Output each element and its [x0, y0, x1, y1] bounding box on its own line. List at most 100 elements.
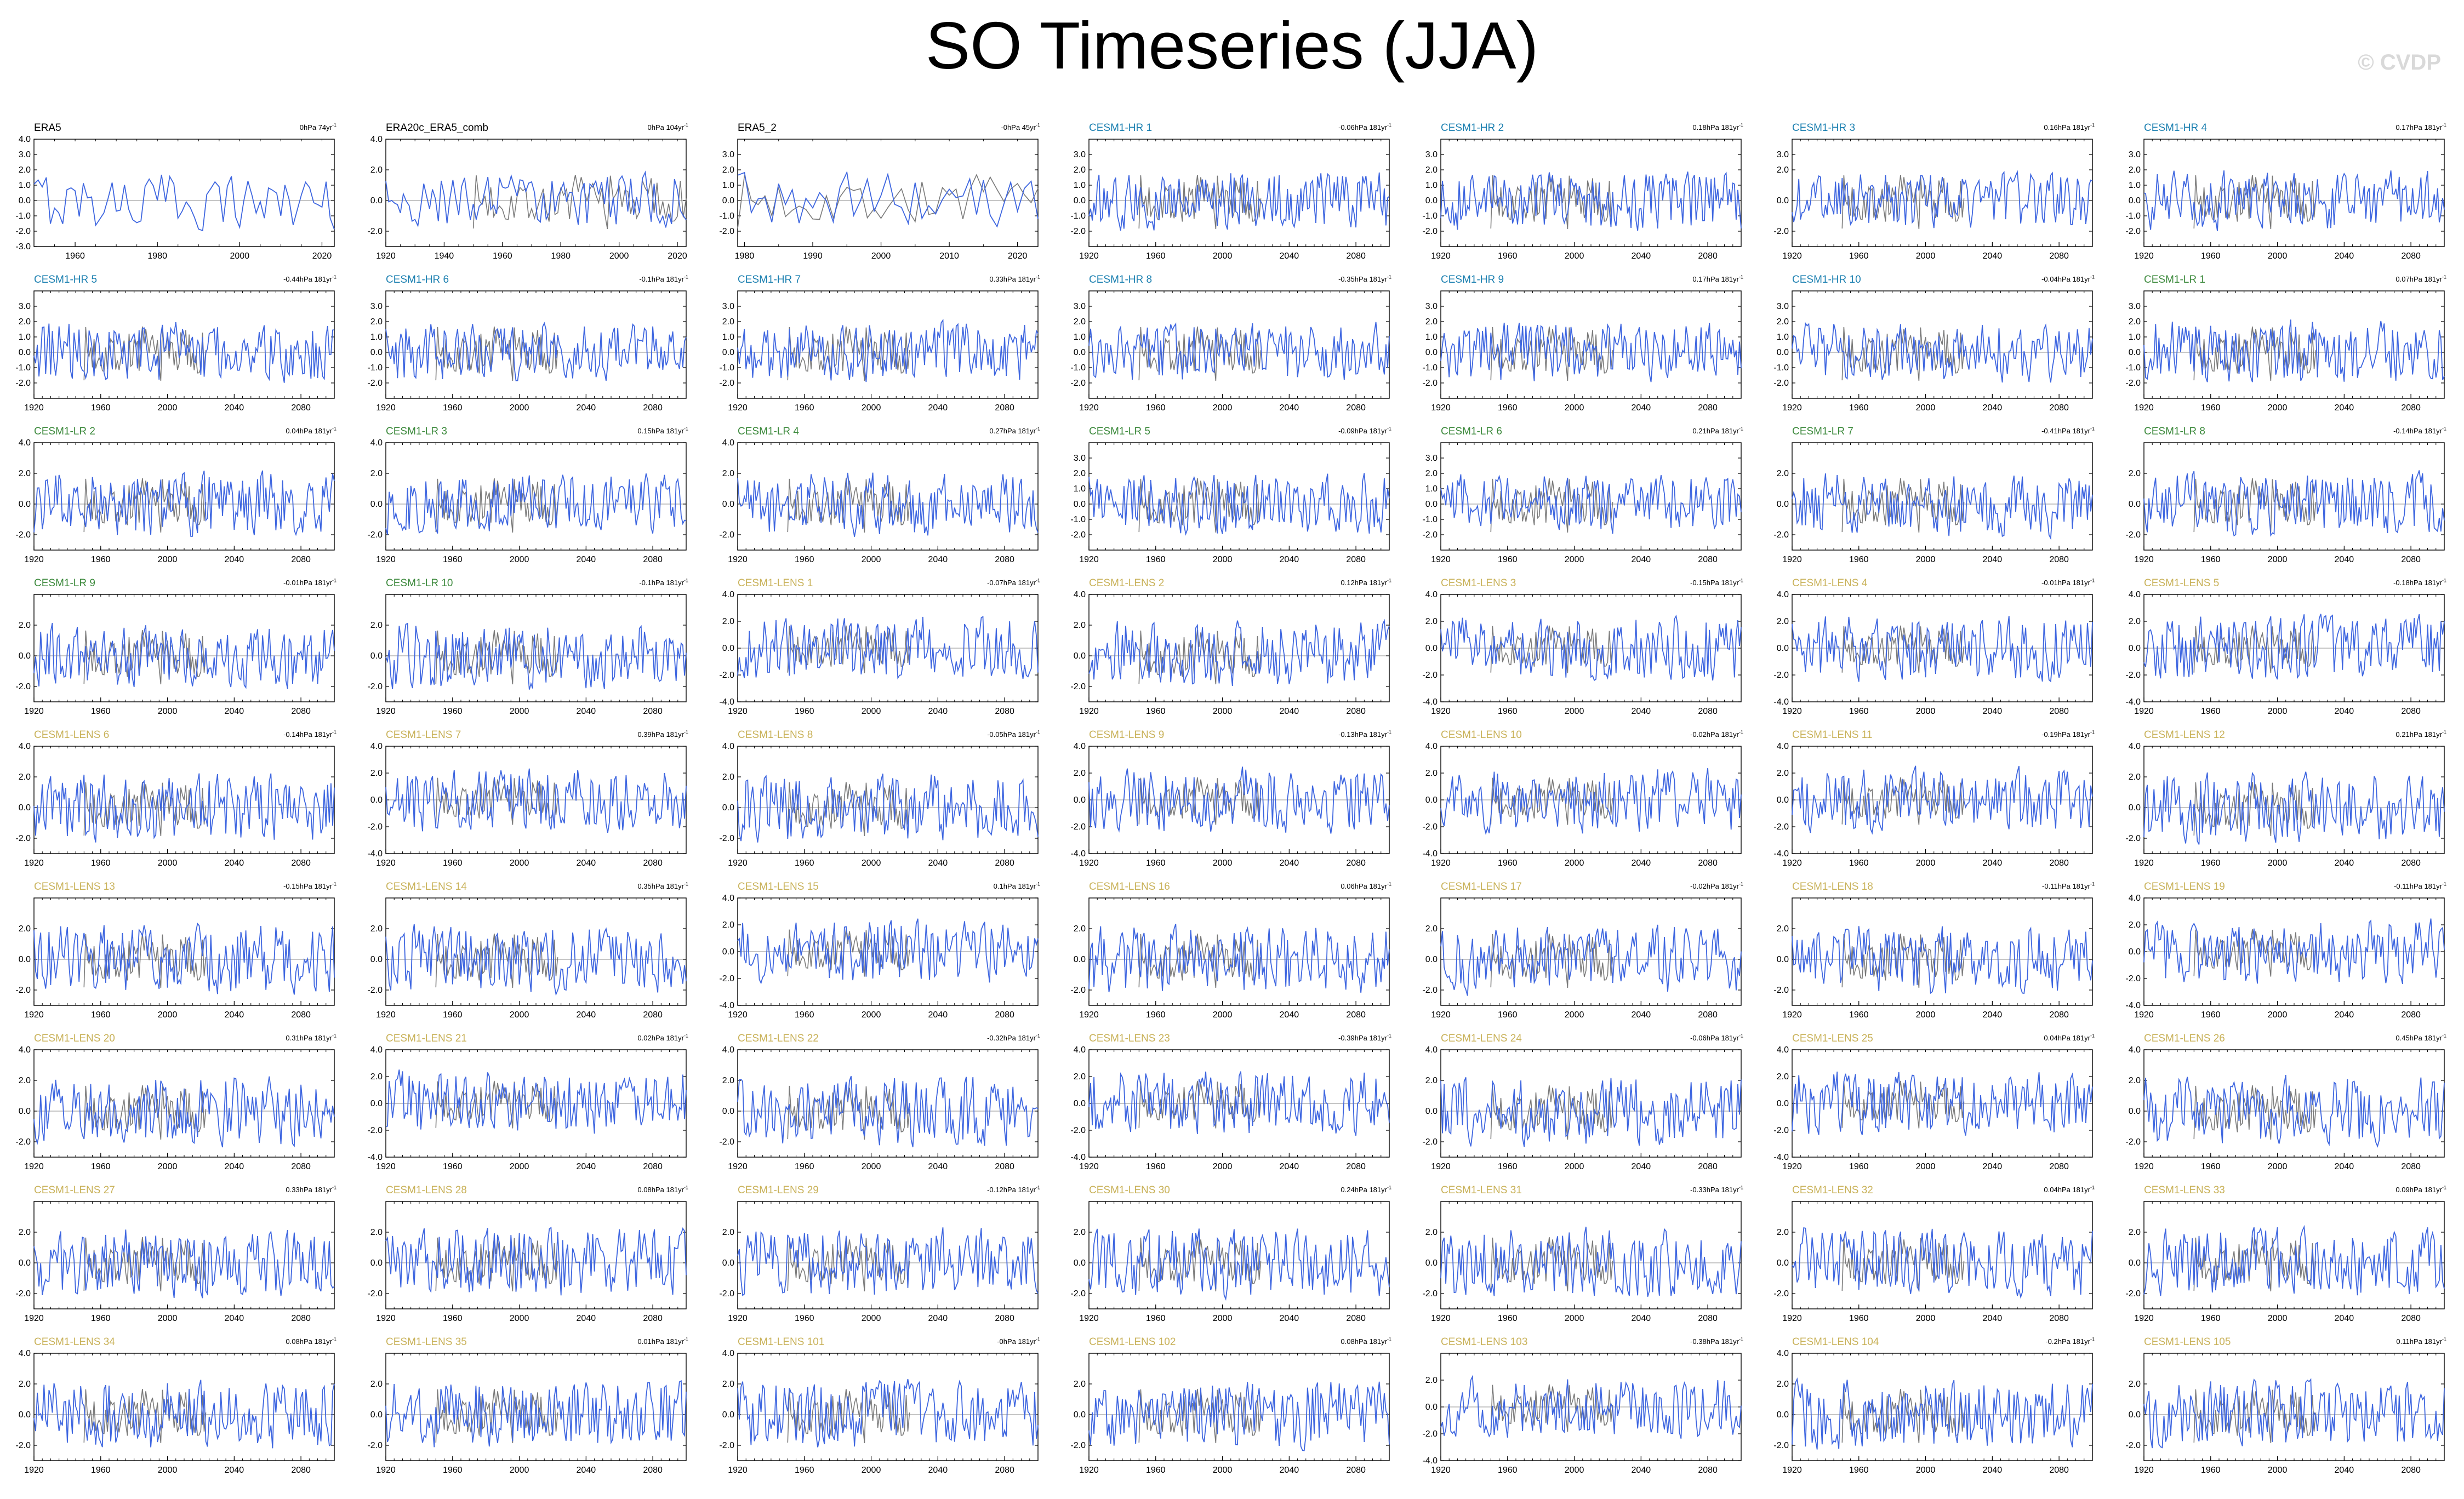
x-tick-label: 2040	[928, 859, 948, 868]
panel-title: CESM1-LR 2	[34, 426, 95, 437]
x-tick-label: 1920	[728, 859, 748, 868]
member-series-line	[33, 1076, 335, 1148]
x-tick-label: 1960	[1498, 1010, 1518, 1020]
timeseries-panel: CESM1-LENS 2 0.12hPa 181yr-1 1920 1960 2000 2…	[1057, 577, 1397, 723]
member-series-line	[1088, 322, 1390, 380]
x-tick-label: 2000	[510, 859, 529, 868]
y-tick-label: 4.0	[370, 438, 383, 448]
timeseries-panel: CESM1-LR 5 -0.09hPa 181yr-1 1920 1960 2000 20…	[1057, 425, 1397, 571]
x-tick-label: 1960	[795, 1162, 814, 1171]
y-tick-label: 0.0	[1425, 796, 1438, 805]
x-tick-label: 2080	[1698, 1162, 1718, 1171]
x-tick-label: 2040	[1280, 403, 1299, 413]
y-tick-label: 2.0	[370, 1072, 383, 1082]
trend-value: 0.04hPa 181yr	[2044, 1034, 2090, 1042]
trend-unit-exponent: -1	[2442, 577, 2446, 583]
y-tick-label: 0.0	[370, 1099, 383, 1108]
y-tick-label: -2.0	[367, 379, 383, 388]
x-tick-label: 2000	[158, 1010, 178, 1020]
y-tick-label: 0.0	[1777, 500, 1789, 509]
x-tick-label: 2040	[1983, 1010, 2003, 1020]
panel-title: CESM1-LENS 7	[386, 729, 461, 741]
x-tick-label: 2000	[2268, 859, 2288, 868]
x-tick-label: 1920	[2134, 251, 2154, 261]
y-tick-label: 0.0	[2129, 500, 2141, 509]
panel-trend-label: 0.02hPa 181yr-1	[637, 1033, 688, 1043]
panel-plot: 1920 1960 2000 2040 2080 4.0 2.0 0.0 -2.0 -4.0	[719, 590, 1039, 716]
trend-unit-exponent: -1	[2090, 122, 2095, 128]
y-tick-label: 2.0	[370, 769, 383, 778]
x-tick-label: 1920	[1079, 1010, 1099, 1020]
reference-series-line	[2193, 478, 2317, 533]
x-tick-label: 2040	[225, 1010, 244, 1020]
x-tick-label: 2040	[577, 403, 596, 413]
panel-title: CESM1-LENS 16	[1089, 881, 1170, 892]
timeseries-panel: CESM1-LENS 7 0.39hPa 181yr-1 1920 1960 2000 2…	[354, 729, 694, 874]
y-tick-label: 0.0	[722, 947, 734, 957]
x-tick-label: 1960	[1498, 707, 1518, 716]
trend-value: -0.18hPa 181yr	[2393, 579, 2442, 587]
reference-series-line	[1490, 1085, 1613, 1140]
member-series-line	[385, 322, 687, 381]
timeseries-panel: CESM1-LENS 13 -0.15hPa 181yr-1 1920 1960 200…	[2, 880, 342, 1026]
y-tick-label: -2.0	[15, 530, 31, 540]
y-tick-label: 2.0	[2129, 165, 2141, 175]
panel-trend-label: -0.1hPa 181yr-1	[639, 578, 688, 588]
y-tick-label: 4.0	[370, 1045, 383, 1055]
x-tick-label: 2080	[643, 555, 663, 564]
panel-trend-label: 0.12hPa 181yr-1	[1341, 578, 1391, 588]
x-tick-label: 2080	[291, 555, 311, 564]
watermark: © CVDP	[2358, 50, 2441, 75]
x-tick-label: 1920	[1431, 859, 1451, 868]
reference-series-line	[83, 478, 207, 533]
y-tick-label: 4.0	[1777, 590, 1789, 599]
y-tick-label: 2.0	[2129, 920, 2141, 930]
panel-trend-label: 0.1hPa 181yr-1	[994, 882, 1040, 891]
panel-trend-label: -0.09hPa 181yr-1	[1338, 426, 1391, 436]
panel-title: CESM1-HR 2	[1441, 122, 1504, 134]
y-tick-label: 0.0	[370, 796, 383, 805]
panel-trend-label: -0.02hPa 181yr-1	[1690, 730, 1743, 740]
x-tick-label: 1920	[1431, 555, 1451, 564]
y-tick-label: -2.0	[719, 530, 734, 540]
trend-unit-exponent: -1	[2442, 274, 2446, 280]
x-tick-label: 2040	[1280, 859, 1299, 868]
timeseries-panel: CESM1-LENS 23 -0.39hPa 181yr-1 1920 1960 200…	[1057, 1032, 1397, 1178]
x-tick-label: 1960	[1849, 251, 1869, 261]
y-tick-label: -2.0	[1773, 227, 1789, 236]
x-tick-label: 1960	[443, 1162, 463, 1171]
y-tick-label: 4.0	[722, 742, 734, 751]
trend-unit-exponent: -1	[683, 274, 688, 280]
x-tick-label: 2040	[1632, 1162, 1651, 1171]
panel-plot: 1920 1960 2000 2040 2080 3.0 2.0 1.0 0.0 -1.0 -2.0	[1070, 290, 1390, 413]
panel-title: CESM1-LR 1	[2144, 274, 2205, 285]
panel-trend-label: 0.21hPa 181yr-1	[2395, 730, 2446, 740]
x-tick-label: 2080	[291, 1162, 311, 1171]
figure-title: SO Timeseries (JJA)	[925, 8, 1539, 83]
x-tick-label: 2000	[2268, 251, 2288, 261]
panel-plot: 1920 1960 2000 2040 2080 4.0 2.0 0.0 -2.0 -4.0	[1070, 1045, 1390, 1171]
trend-unit-exponent: -1	[1035, 122, 1040, 128]
panel-title: CESM1-LENS 5	[2144, 577, 2220, 589]
timeseries-panel: ERA5 0hPa 74yr-1 1960 1980 2000 2020 4.0 3.0 2.0…	[2, 122, 342, 267]
x-tick-label: 2080	[2401, 859, 2421, 868]
x-tick-label: 1920	[1782, 859, 1802, 868]
y-tick-label: 4.0	[722, 438, 734, 448]
panel-trend-label: -0.1hPa 181yr-1	[639, 274, 688, 284]
x-tick-label: 1920	[728, 555, 748, 564]
panel-title: CESM1-HR 10	[1792, 274, 1861, 285]
y-tick-label: 0.0	[1777, 196, 1789, 205]
y-tick-label: -2.0	[1422, 986, 1438, 995]
panel-plot: 1920 1960 2000 2040 2080 4.0 2.0 0.0 -2.0 -4.0	[2125, 590, 2445, 716]
y-tick-label: 0.0	[1074, 1099, 1086, 1108]
y-tick-label: 2.0	[2129, 317, 2141, 327]
x-tick-label: 2040	[1280, 707, 1299, 716]
panel-plot: 1920 1960 2000 2040 2080 4.0 2.0 0.0 -2.0	[719, 1045, 1039, 1171]
panel-title: CESM1-HR 9	[1441, 274, 1504, 285]
y-tick-label: 4.0	[19, 438, 31, 448]
timeseries-panel: ERA5_2 -0hPa 45yr-1 1980 1990 2000 2010 2020 3.…	[706, 122, 1046, 267]
y-tick-label: 3.0	[1777, 302, 1789, 311]
x-tick-label: 2000	[862, 1162, 881, 1171]
y-tick-label: 2.0	[1777, 469, 1789, 478]
panel-title: CESM1-LENS 8	[738, 729, 813, 741]
